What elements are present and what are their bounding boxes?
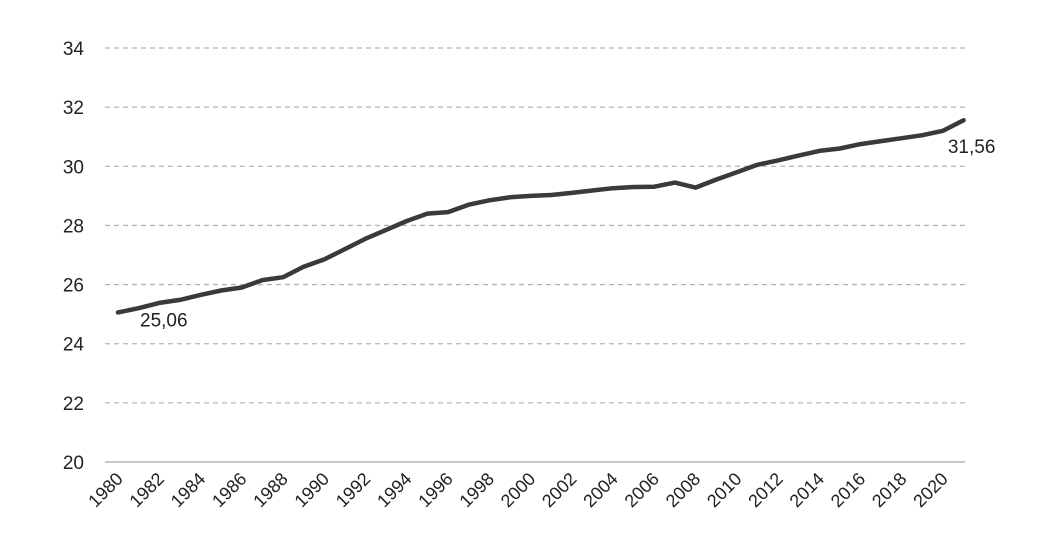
x-tick-label: 1982 [126,469,168,511]
y-axis-ticks: 20 22 24 26 28 30 32 34 [63,39,85,474]
x-tick-label: 2012 [744,469,786,511]
x-tick-label: 2016 [827,469,869,511]
y-tick-label: 24 [63,335,85,356]
x-tick-label: 1998 [456,469,498,511]
data-labels: 25,06 31,56 [140,137,995,331]
gridlines [105,47,965,404]
y-tick-label: 34 [63,39,85,60]
y-tick-label: 32 [63,98,84,119]
x-tick-label: 2014 [786,469,828,511]
x-tick-label: 1994 [373,469,415,511]
series-line [115,117,966,315]
data-label: 31,56 [948,137,996,158]
x-tick-label: 1986 [208,469,250,511]
x-axis-ticks: 1980198219841986198819901992199419961998… [84,469,951,511]
x-tick-label: 1984 [167,469,209,511]
x-tick-label: 2000 [497,469,539,511]
x-tick-label: 1990 [291,469,333,511]
y-tick-label: 20 [63,453,84,474]
data-label: 25,06 [140,310,188,331]
x-tick-label: 1992 [332,469,374,511]
x-tick-label: 2006 [621,469,663,511]
x-tick-label: 2008 [662,469,704,511]
y-tick-label: 28 [63,216,84,237]
x-tick-label: 1980 [84,469,126,511]
y-tick-label: 26 [63,276,84,297]
x-tick-label: 2018 [868,469,910,511]
x-tick-label: 2004 [579,469,621,511]
x-tick-label: 2002 [538,469,580,511]
x-tick-label: 2010 [703,469,745,511]
x-tick-label: 2020 [909,469,951,511]
x-tick-label: 1988 [249,469,291,511]
x-tick-label: 1996 [414,469,456,511]
y-tick-label: 30 [63,157,84,178]
y-tick-label: 22 [63,394,84,415]
